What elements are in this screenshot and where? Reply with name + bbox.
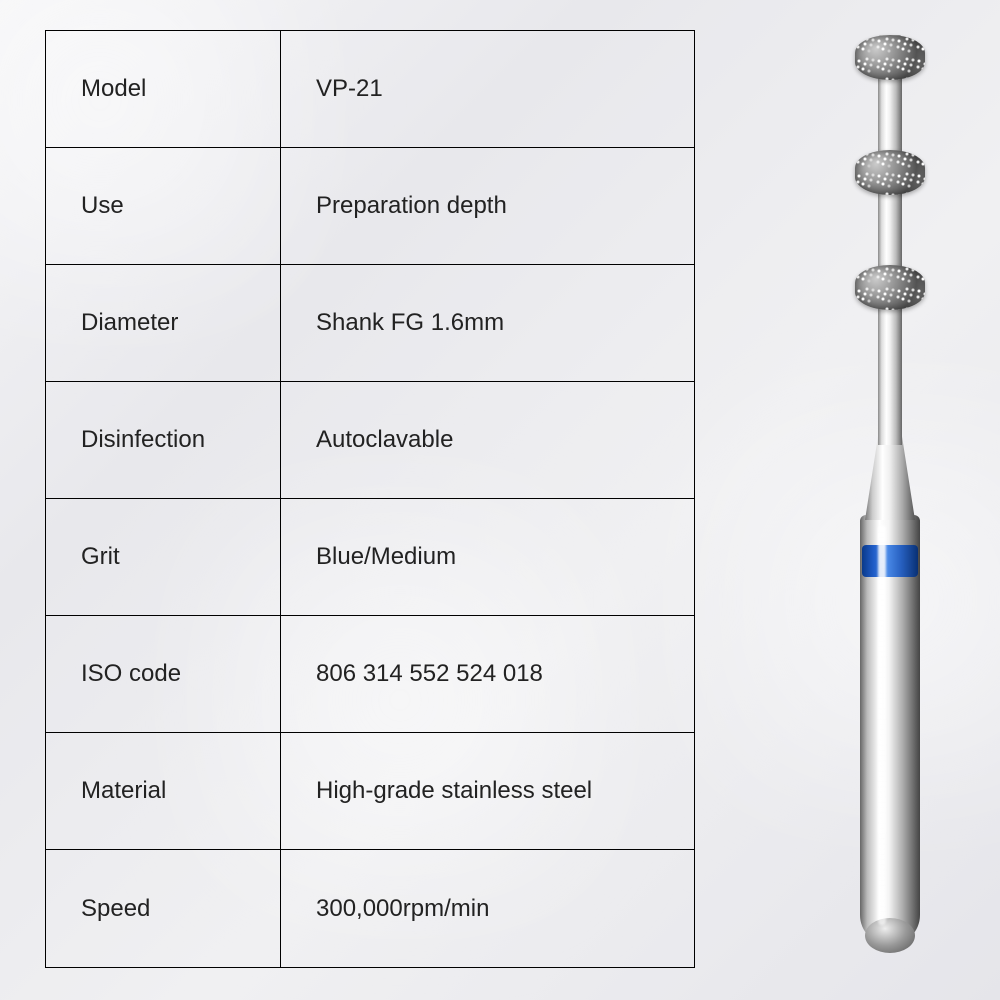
label-iso: ISO code [46, 616, 281, 732]
label-speed: Speed [46, 850, 281, 967]
label-diameter: Diameter [46, 265, 281, 381]
bur-shaft-top [878, 35, 902, 445]
label-material: Material [46, 733, 281, 849]
label-use: Use [46, 148, 281, 264]
value-speed: 300,000rpm/min [281, 850, 694, 967]
table-row: Model VP-21 [46, 31, 694, 148]
value-material: High-grade stainless steel [281, 733, 694, 849]
value-use: Preparation depth [281, 148, 694, 264]
label-grit: Grit [46, 499, 281, 615]
table-row: Use Preparation depth [46, 148, 694, 265]
label-disinfection: Disinfection [46, 382, 281, 498]
table-row: Material High-grade stainless steel [46, 733, 694, 850]
dental-bur-illustration [840, 35, 940, 965]
value-model: VP-21 [281, 31, 694, 147]
value-diameter: Shank FG 1.6mm [281, 265, 694, 381]
bur-diamond-ring [855, 150, 925, 195]
bur-diamond-ring [855, 35, 925, 80]
spec-table: Model VP-21 Use Preparation depth Diamet… [45, 30, 695, 968]
bur-diamond-ring [855, 265, 925, 310]
value-grit: Blue/Medium [281, 499, 694, 615]
table-row: Grit Blue/Medium [46, 499, 694, 616]
table-row: ISO code 806 314 552 524 018 [46, 616, 694, 733]
bur-highlight [878, 525, 886, 925]
bur-grit-band [862, 545, 918, 577]
table-row: Speed 300,000rpm/min [46, 850, 694, 967]
table-row: Diameter Shank FG 1.6mm [46, 265, 694, 382]
bur-shaft-main [860, 515, 920, 945]
label-model: Model [46, 31, 281, 147]
table-row: Disinfection Autoclavable [46, 382, 694, 499]
value-iso: 806 314 552 524 018 [281, 616, 694, 732]
value-disinfection: Autoclavable [281, 382, 694, 498]
